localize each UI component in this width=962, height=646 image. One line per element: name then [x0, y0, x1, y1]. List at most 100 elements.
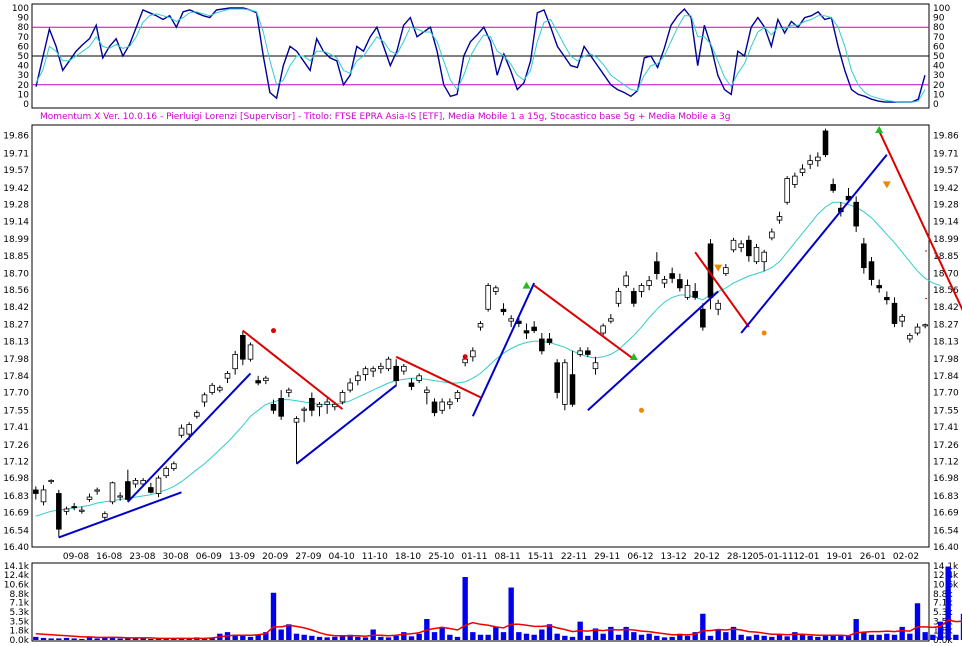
volume-bar: [393, 635, 399, 640]
volume-bar: [431, 632, 438, 640]
volume-bar: [470, 632, 476, 640]
price-tick-left: 17.84: [3, 372, 29, 382]
candle: [638, 283, 645, 298]
candle: [493, 285, 499, 295]
candle-body-up: [217, 387, 223, 391]
uptrend-line: [295, 384, 397, 465]
volume-tick-right: 8.8k: [933, 590, 953, 600]
volume-bar: [33, 636, 39, 640]
volume-bar: [953, 634, 959, 640]
price-tick-right: 16.69: [933, 509, 959, 519]
candle-body-up: [615, 291, 622, 304]
candle-body-up: [102, 513, 108, 518]
candle: [40, 485, 47, 506]
candle-body-up: [799, 168, 806, 173]
candle: [508, 315, 514, 328]
price-tick-right: 17.55: [933, 406, 959, 416]
volume-bar: [102, 637, 108, 640]
volume-bar: [853, 619, 859, 640]
stochastic-tick-left: 40: [18, 62, 30, 72]
uptrend-line: [127, 372, 252, 503]
candle-body-up: [194, 412, 200, 417]
candle: [224, 371, 231, 383]
sell-signal-marker: [714, 264, 723, 272]
candle-body-up: [753, 247, 760, 263]
stochastic-tick-right: 100: [933, 4, 950, 14]
candle: [730, 237, 737, 253]
candle-body-down: [569, 374, 576, 405]
uptrend-line: [471, 282, 536, 417]
volume-bar: [922, 632, 928, 640]
volume-tick-right: 5.3k: [933, 608, 953, 618]
volume-bar: [500, 632, 507, 640]
volume-bar: [715, 629, 721, 640]
volume-frame: [31, 562, 930, 642]
date-tick: 25-10: [428, 552, 454, 562]
candle: [738, 240, 744, 253]
volume-bar: [838, 634, 844, 640]
candle-body-up: [454, 392, 461, 399]
price-tick-left: 19.28: [3, 201, 29, 211]
candle-body-up: [286, 389, 292, 393]
candle-body-down: [500, 308, 507, 313]
candle-body-up: [439, 401, 445, 411]
volume-bar: [454, 636, 461, 640]
stochastic-tick-left: 30: [18, 71, 30, 81]
volume-panel: 0.0k0.0k1.8k1.8k3.5k3.5k5.3k5.3k7.1k7.1k…: [4, 562, 962, 646]
downtrend-line: [694, 251, 750, 328]
volume-bar: [301, 634, 307, 640]
candle: [914, 323, 921, 336]
price-tick-right: 16.54: [933, 526, 959, 536]
volume-bar: [109, 636, 116, 640]
candle-body-down: [554, 362, 560, 393]
price-tick-left: 19.71: [3, 150, 29, 160]
price-tick-right: 19.28: [933, 201, 959, 211]
date-tick: 06-09: [196, 552, 222, 562]
candle-body-down: [585, 350, 591, 355]
volume-bar: [485, 634, 491, 640]
volume-bar: [776, 634, 783, 640]
date-tick: 26-01: [860, 552, 886, 562]
volume-bar: [125, 637, 131, 640]
candle: [79, 506, 85, 514]
price-tick-right: 17.26: [933, 441, 959, 451]
price-tick-right: 19.71: [933, 150, 959, 160]
candle-body-up: [646, 280, 652, 286]
candle-body-down: [861, 243, 867, 269]
buy-signal-marker: [875, 125, 884, 133]
candle-body-down: [884, 296, 890, 301]
candle-body-up: [301, 408, 307, 411]
volume-tick-left: 14.1k: [4, 562, 30, 572]
sell-signal-marker: [882, 181, 891, 189]
date-tick: 22-11: [561, 552, 587, 562]
candle-body-up: [493, 287, 499, 292]
price-tick-left: 17.26: [3, 441, 29, 451]
candle-body-down: [830, 184, 836, 191]
price-tick-left: 19.57: [3, 166, 29, 176]
candle: [600, 323, 606, 336]
candle-body-down: [746, 239, 752, 257]
downtrend-line: [878, 130, 962, 312]
price-frame: [31, 124, 930, 548]
candle: [424, 386, 430, 405]
candle: [470, 347, 476, 362]
downtrend-line: [395, 355, 481, 399]
candle-body-up: [347, 382, 353, 391]
candle: [362, 366, 369, 381]
price-trendlines: [58, 130, 962, 539]
volume-bar: [654, 635, 660, 640]
volume-bar: [362, 637, 369, 640]
volume-bar: [140, 638, 146, 640]
candle: [539, 333, 545, 355]
volume-bar: [270, 592, 277, 640]
volume-bar: [822, 635, 829, 640]
volume-bar: [914, 603, 921, 640]
pivot-dot-marker: [761, 330, 767, 336]
volume-bar: [761, 635, 767, 640]
price-tick-left: 18.85: [3, 252, 29, 262]
candle-body-down: [71, 506, 77, 509]
price-markers: [271, 125, 891, 413]
candle-body-up: [385, 358, 392, 370]
volume-bar: [209, 637, 215, 640]
price-tick-right: 19.14: [933, 217, 959, 227]
